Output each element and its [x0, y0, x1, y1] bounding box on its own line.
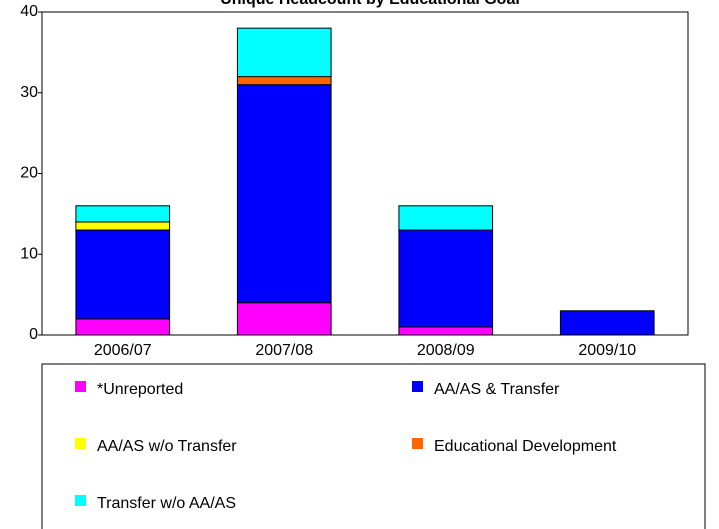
bar-segment: [398, 205, 494, 231]
bar-segment: [75, 318, 171, 336]
legend-swatch: [75, 495, 86, 506]
legend-label: Transfer w/o AA/AS: [97, 495, 236, 512]
bar-segment: [236, 76, 332, 86]
legend-swatch: [412, 381, 423, 392]
legend-label: AA/AS & Transfer: [434, 381, 560, 398]
x-tick-label: 2007/08: [255, 342, 313, 359]
legend-box: [41, 363, 706, 529]
chart-title: Unique Headcount by Educational Goal: [220, 0, 520, 8]
x-tick-label: 2009/10: [578, 342, 636, 359]
legend-swatch: [75, 438, 86, 449]
x-tick-label: 2006/07: [94, 342, 152, 359]
bar-segment: [559, 310, 655, 336]
bar-segment: [398, 229, 494, 328]
y-tick-label: 30: [20, 84, 38, 101]
y-tick-label: 0: [29, 326, 38, 343]
legend-label: *Unreported: [97, 381, 183, 398]
bar-segment: [75, 229, 171, 320]
bar-segment: [75, 205, 171, 223]
bar-segment: [236, 84, 332, 304]
y-tick-label: 20: [20, 165, 38, 182]
bar-segment: [236, 27, 332, 78]
y-tick-label: 10: [20, 245, 38, 262]
x-tick-label: 2008/09: [417, 342, 475, 359]
legend-label: AA/AS w/o Transfer: [97, 438, 237, 455]
bar-segment: [75, 221, 171, 231]
bar-segment: [236, 302, 332, 336]
legend-swatch: [75, 381, 86, 392]
y-tick-label: 40: [20, 3, 38, 20]
legend-swatch: [412, 438, 423, 449]
legend-label: Educational Development: [434, 438, 617, 455]
bar-segment: [398, 326, 494, 336]
